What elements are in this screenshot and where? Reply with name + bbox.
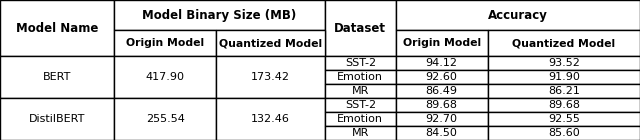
Bar [396, 30, 488, 56]
Bar [216, 30, 325, 56]
Bar [488, 98, 640, 112]
Text: SST-2: SST-2 [345, 100, 376, 110]
Bar [216, 56, 325, 98]
Bar [488, 30, 640, 56]
Bar [0, 98, 114, 140]
Bar [396, 56, 488, 70]
Bar [216, 98, 325, 140]
Text: SST-2: SST-2 [345, 58, 376, 68]
Bar [396, 84, 488, 98]
Text: Emotion: Emotion [337, 114, 383, 124]
Text: 92.60: 92.60 [426, 72, 458, 82]
Bar [325, 0, 396, 56]
Text: Origin Model: Origin Model [126, 38, 204, 48]
Text: 86.21: 86.21 [548, 86, 580, 96]
Text: Dataset: Dataset [334, 22, 387, 34]
Text: 89.68: 89.68 [426, 100, 458, 110]
Text: 92.70: 92.70 [426, 114, 458, 124]
Bar [0, 0, 114, 56]
Text: Quantized Model: Quantized Model [512, 38, 616, 48]
Text: 85.60: 85.60 [548, 128, 580, 138]
Text: Emotion: Emotion [337, 72, 383, 82]
Bar [325, 112, 396, 126]
Bar [488, 84, 640, 98]
Text: Model Binary Size (MB): Model Binary Size (MB) [142, 9, 297, 22]
Text: 86.49: 86.49 [426, 86, 458, 96]
Text: Quantized Model: Quantized Model [219, 38, 323, 48]
Text: 84.50: 84.50 [426, 128, 458, 138]
Bar [325, 126, 396, 140]
Text: 91.90: 91.90 [548, 72, 580, 82]
Bar [396, 112, 488, 126]
Text: MR: MR [351, 128, 369, 138]
Text: Origin Model: Origin Model [403, 38, 481, 48]
Bar [396, 126, 488, 140]
Bar [488, 56, 640, 70]
Text: 94.12: 94.12 [426, 58, 458, 68]
Bar [114, 56, 216, 98]
Bar [114, 0, 325, 30]
Text: 417.90: 417.90 [146, 72, 184, 82]
Text: 89.68: 89.68 [548, 100, 580, 110]
Text: 92.55: 92.55 [548, 114, 580, 124]
Bar [325, 98, 396, 112]
Bar [488, 70, 640, 84]
Text: 132.46: 132.46 [252, 114, 290, 124]
Bar [488, 112, 640, 126]
Bar [325, 70, 396, 84]
Text: 255.54: 255.54 [146, 114, 184, 124]
Bar [488, 126, 640, 140]
Text: 93.52: 93.52 [548, 58, 580, 68]
Bar [396, 70, 488, 84]
Bar [114, 98, 216, 140]
Text: MR: MR [351, 86, 369, 96]
Bar [325, 84, 396, 98]
Text: Accuracy: Accuracy [488, 9, 548, 22]
Text: Model Name: Model Name [16, 22, 98, 34]
Bar [0, 56, 114, 98]
Bar [396, 0, 640, 30]
Bar [114, 30, 216, 56]
Text: BERT: BERT [43, 72, 71, 82]
Text: 173.42: 173.42 [252, 72, 290, 82]
Bar [325, 56, 396, 70]
Text: DistilBERT: DistilBERT [29, 114, 85, 124]
Bar [396, 98, 488, 112]
